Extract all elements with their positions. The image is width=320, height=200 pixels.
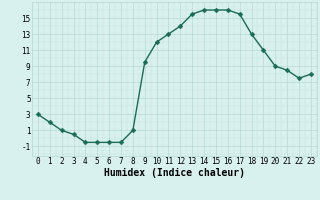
X-axis label: Humidex (Indice chaleur): Humidex (Indice chaleur) xyxy=(104,168,245,178)
